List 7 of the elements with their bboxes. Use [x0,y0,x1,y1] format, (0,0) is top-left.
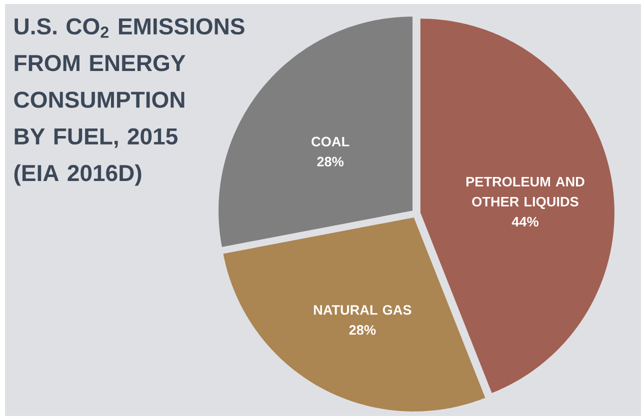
data-label: 28% [317,156,344,166]
slice-label: COAL [312,136,350,146]
slice-label: PETROLEUM AND OTHER LIQUIDS [466,176,584,210]
data-label: 44% [512,216,538,226]
slice-label: NATURAL GAS [314,305,412,315]
data-label: 28% [349,325,376,335]
text: U.S. CO$_{2}$ EMISSIONS FROM ENERGY CONSUMPTION BY FUEL, 2015 (EIA 2016D) [14,18,244,186]
